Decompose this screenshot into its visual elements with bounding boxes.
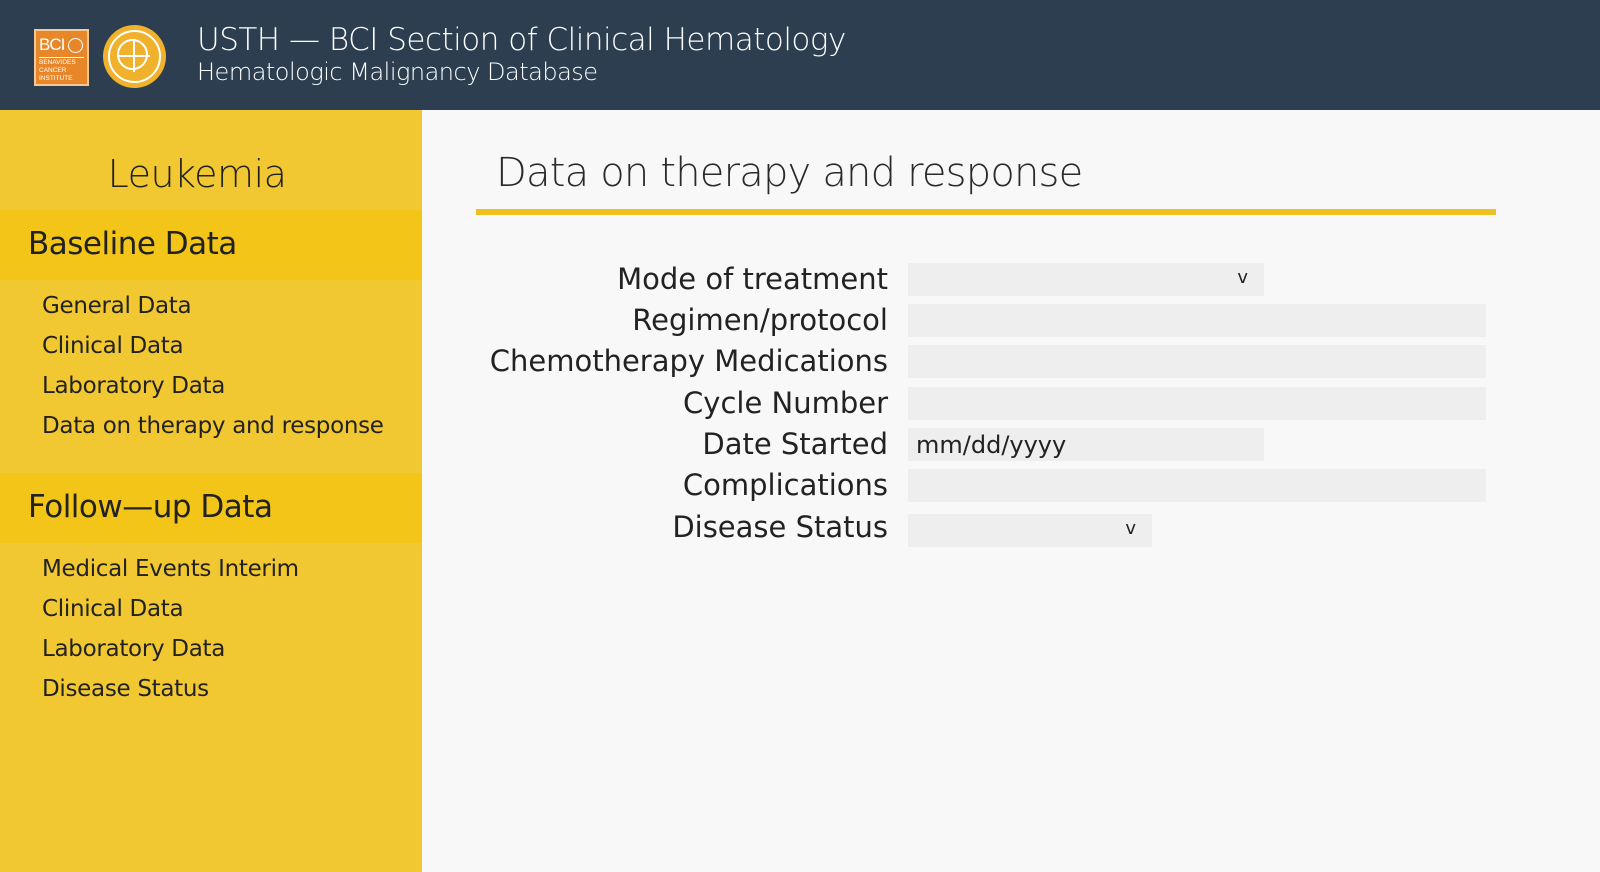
bci-logo-text: BCI xyxy=(39,35,65,54)
bci-logo-divider xyxy=(39,57,84,58)
cycle-number-label: Cycle Number xyxy=(683,386,888,420)
app-subtitle: Hematologic Malignancy Database xyxy=(197,58,598,86)
disease-status-select[interactable]: v xyxy=(908,514,1152,547)
app-title: USTH — BCI Section of Clinical Hematolog… xyxy=(197,22,846,58)
seal-cross-horizontal xyxy=(117,55,150,57)
sidebar: Leukemia Baseline Data General Data Clin… xyxy=(0,110,422,872)
title-underline xyxy=(476,209,1496,215)
bci-logo: BCI BENAVIDES CANCER INSTITUTE xyxy=(34,29,89,86)
section-header-label: Follow—up Data xyxy=(28,489,273,525)
mode-of-treatment-select[interactable]: v xyxy=(908,263,1264,296)
sidebar-title: Leukemia xyxy=(107,152,287,196)
sidebar-item-therapy-response[interactable]: Data on therapy and response xyxy=(42,413,384,439)
sidebar-item-followup-laboratory-data[interactable]: Laboratory Data xyxy=(42,636,226,662)
chemotherapy-medications-label: Chemotherapy Medications xyxy=(489,344,888,378)
sidebar-item-clinical-data[interactable]: Clinical Data xyxy=(42,333,184,359)
usth-seal-logo xyxy=(103,25,166,88)
regimen-protocol-input[interactable] xyxy=(908,304,1486,337)
complications-label: Complications xyxy=(682,468,888,502)
bci-logo-line-2: CANCER xyxy=(39,67,67,74)
section-header-label: Baseline Data xyxy=(28,226,237,262)
sidebar-item-general-data[interactable]: General Data xyxy=(42,293,192,319)
bci-logo-line-1: BENAVIDES xyxy=(39,59,76,66)
disease-status-label: Disease Status xyxy=(672,510,888,544)
complications-input[interactable] xyxy=(908,469,1486,502)
bci-logo-line-3: INSTITUTE xyxy=(39,75,73,82)
bci-logo-emblem xyxy=(68,38,83,53)
regimen-protocol-label: Regimen/protocol xyxy=(632,303,888,337)
date-started-label: Date Started xyxy=(702,427,888,461)
sidebar-item-medical-events-interim[interactable]: Medical Events Interim xyxy=(42,556,299,582)
sidebar-item-followup-clinical-data[interactable]: Clinical Data xyxy=(42,596,184,622)
section-header-followup[interactable]: Follow—up Data xyxy=(0,473,422,543)
chevron-down-icon: v xyxy=(1237,267,1248,288)
cycle-number-input[interactable] xyxy=(908,387,1486,420)
sidebar-item-disease-status[interactable]: Disease Status xyxy=(42,676,209,702)
mode-of-treatment-label: Mode of treatment xyxy=(617,262,888,296)
chemotherapy-medications-input[interactable] xyxy=(908,345,1486,378)
chevron-down-icon: v xyxy=(1125,518,1136,539)
section-header-baseline[interactable]: Baseline Data xyxy=(0,210,422,280)
seal-inner-ring xyxy=(117,39,148,70)
sidebar-item-laboratory-data[interactable]: Laboratory Data xyxy=(42,373,226,399)
date-started-input[interactable] xyxy=(908,428,1264,461)
page-title: Data on therapy and response xyxy=(496,150,1083,196)
app-header: BCI BENAVIDES CANCER INSTITUTE USTH — BC… xyxy=(0,0,1600,110)
